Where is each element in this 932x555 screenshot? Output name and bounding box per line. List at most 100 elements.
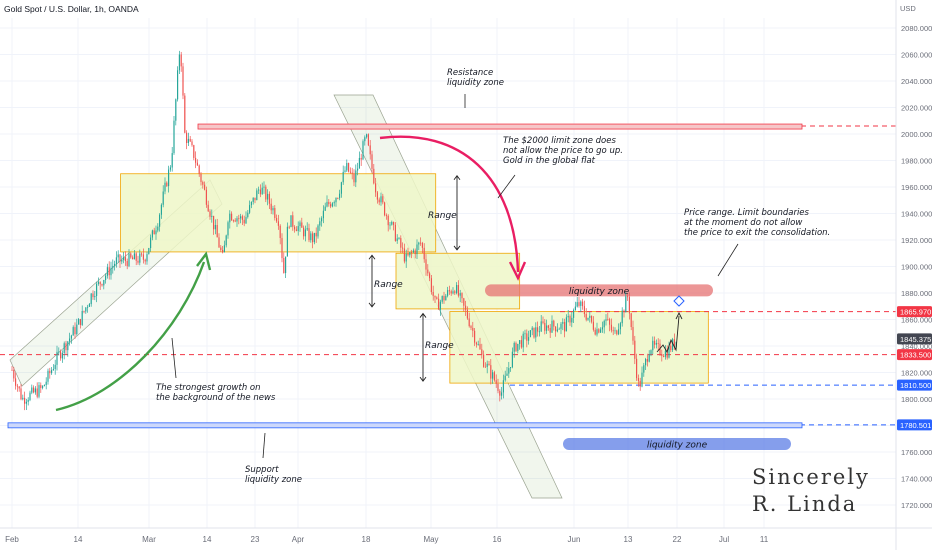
candle-body — [596, 329, 598, 335]
candle-body — [529, 330, 531, 338]
candle-body — [643, 365, 645, 373]
candle-body — [297, 226, 299, 232]
price-tick-label: 1860.000 — [901, 316, 932, 325]
liquidity-zone-label: liquidity zone — [647, 441, 708, 451]
candle-body — [27, 399, 29, 402]
candle-body — [340, 182, 342, 194]
rejection-arrowhead — [508, 261, 527, 281]
candle-body — [450, 291, 452, 294]
candle-body — [85, 307, 87, 312]
liquidity-zone-bar — [485, 284, 713, 297]
annotation-line: at the moment do not allow — [684, 218, 802, 228]
candle-body — [245, 217, 247, 224]
candle-body — [209, 211, 211, 217]
time-tick-label: 11 — [760, 535, 769, 544]
flat-pointer — [497, 174, 516, 199]
candle-body — [531, 327, 533, 331]
candle-body — [193, 145, 195, 158]
candle-body — [205, 189, 207, 205]
candle-body — [452, 291, 454, 294]
range-label: Range — [428, 211, 457, 221]
candle-body — [614, 330, 616, 332]
annotation-line: Resistance — [447, 68, 493, 78]
candle-body — [598, 329, 600, 333]
candle-body — [468, 318, 470, 327]
candle-body — [74, 327, 76, 335]
candle-body — [51, 369, 53, 374]
candle-body — [168, 169, 170, 187]
candle-body — [360, 157, 362, 160]
price-tag — [897, 349, 932, 361]
projection-arrowhead — [675, 311, 683, 320]
candle-body — [132, 257, 134, 260]
candle-body — [133, 253, 135, 260]
candle-body — [567, 316, 569, 318]
candle-body — [504, 375, 506, 381]
range-arrow-heads — [419, 312, 427, 382]
price-tick-label: 2060.000 — [901, 51, 932, 60]
candle-body — [301, 222, 303, 228]
liquidity-zones: liquidity zone liquidity zone — [485, 284, 791, 451]
candle-body — [398, 238, 400, 239]
candle-body — [276, 217, 278, 222]
price-tick-label: 2020.000 — [901, 104, 932, 113]
candle-body — [661, 354, 663, 357]
candle-body — [225, 235, 227, 246]
candle-body — [619, 323, 621, 330]
annotation-text: The $2000 limit zone does not allow the p… — [503, 136, 623, 166]
candle-body — [517, 343, 519, 352]
candle-body — [124, 257, 126, 262]
candle-body — [553, 320, 555, 327]
candle-body — [346, 163, 348, 171]
candle-body — [79, 319, 81, 325]
candle-body — [384, 202, 386, 216]
candle-body — [501, 392, 503, 396]
projection-path — [656, 315, 680, 354]
candle-body — [303, 227, 305, 237]
time-tick-label: 18 — [362, 535, 371, 544]
candle-body — [60, 351, 62, 359]
candle-body — [609, 319, 611, 325]
candle-body — [591, 315, 593, 322]
candle-body — [220, 247, 222, 250]
annotation-line: Price range. Limit boundaries — [684, 208, 810, 218]
annotation-line: the price to exit the consolidation. — [684, 228, 830, 238]
candle-body — [128, 253, 130, 267]
candle-body — [227, 222, 229, 236]
candles — [11, 50, 685, 411]
support-rect — [7, 422, 803, 429]
support-pointer — [262, 432, 266, 459]
candle-body — [540, 321, 542, 332]
candle-body — [330, 204, 332, 207]
candle-body — [382, 196, 384, 203]
time-tick-label: Mar — [142, 535, 156, 544]
candle-body — [416, 244, 418, 255]
candle-body — [526, 333, 528, 341]
time-tick-label: 14 — [203, 535, 212, 544]
candle-body — [654, 340, 656, 345]
candle-body — [459, 293, 461, 296]
candle-body — [182, 66, 184, 96]
time-tick-label: Jul — [719, 535, 729, 544]
candle-body — [202, 181, 204, 185]
candle-body — [61, 353, 63, 359]
candle-body — [81, 311, 83, 325]
candle-body — [511, 351, 513, 368]
candle-body — [668, 345, 670, 358]
candle-body — [466, 309, 468, 319]
currency-label: USD — [900, 4, 916, 13]
candle-body — [106, 267, 108, 276]
candle-body — [216, 224, 218, 238]
price-tick-label: 1740.000 — [901, 475, 932, 484]
candle-body — [270, 203, 272, 211]
candle-body — [139, 253, 141, 263]
candle-body — [250, 201, 252, 206]
candle-body — [277, 221, 279, 226]
candle-body — [114, 264, 116, 266]
growth-arrow — [55, 261, 206, 412]
candle-body — [634, 340, 636, 359]
candle-body — [672, 339, 674, 351]
range-pointer — [717, 243, 739, 277]
candle-body — [331, 203, 333, 207]
